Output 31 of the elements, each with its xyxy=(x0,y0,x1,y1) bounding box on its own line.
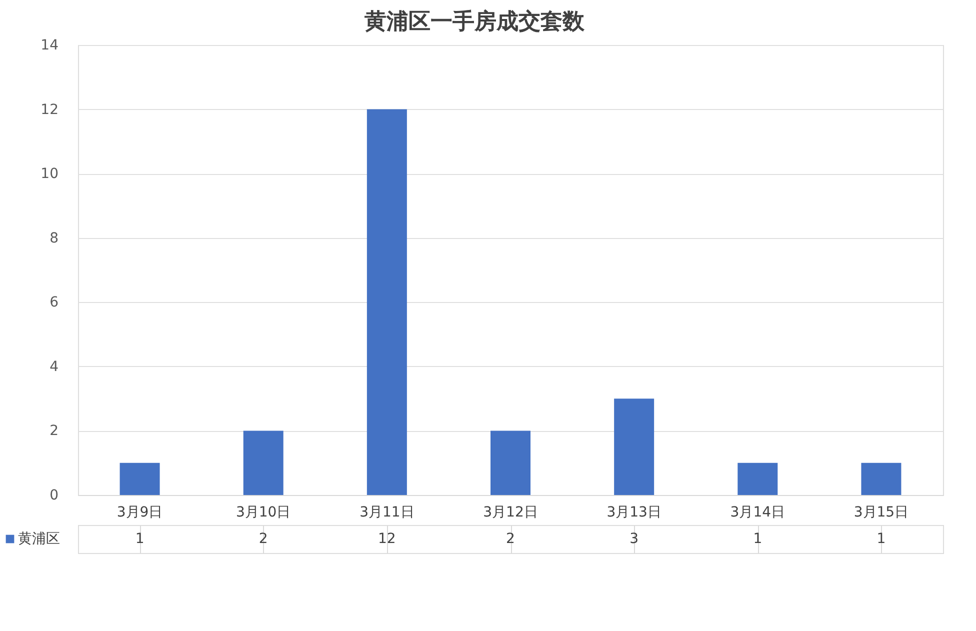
y-tick-label: 6 xyxy=(50,294,59,311)
bar xyxy=(243,430,284,495)
bar xyxy=(861,462,902,495)
chart-title: 黄浦区一手房成交套数 xyxy=(363,8,586,34)
data-label: 1 xyxy=(135,531,144,547)
data-label: 2 xyxy=(506,531,515,547)
data-label: 3 xyxy=(630,531,639,547)
y-tick-label: 2 xyxy=(50,423,58,440)
x-tick-label: 3月13日 xyxy=(606,504,662,520)
data-label: 12 xyxy=(378,531,396,547)
y-tick-label: 10 xyxy=(40,166,58,182)
bar xyxy=(120,462,160,495)
x-tick-label: 3月11日 xyxy=(360,504,414,520)
y-tick-label: 8 xyxy=(50,230,58,246)
x-tick-label: 3月12日 xyxy=(483,504,538,520)
y-tick-label: 12 xyxy=(40,102,58,118)
y-tick-label: 4 xyxy=(50,358,59,375)
bar xyxy=(738,462,778,495)
x-tick-label: 3月9日 xyxy=(116,504,163,520)
x-tick-label: 3月15日 xyxy=(854,504,909,520)
x-tick-label: 3月14日 xyxy=(730,504,786,520)
data-label: 1 xyxy=(876,531,886,547)
bar xyxy=(366,109,407,495)
y-tick-label: 0 xyxy=(50,488,58,504)
legend-label: 黄浦区 xyxy=(18,531,60,547)
data-label: 2 xyxy=(258,531,268,547)
bar xyxy=(614,398,654,495)
data-label: 1 xyxy=(753,531,762,547)
y-tick-label: 14 xyxy=(40,38,59,54)
x-tick-label: 3月10日 xyxy=(236,504,291,520)
bar xyxy=(490,430,530,495)
